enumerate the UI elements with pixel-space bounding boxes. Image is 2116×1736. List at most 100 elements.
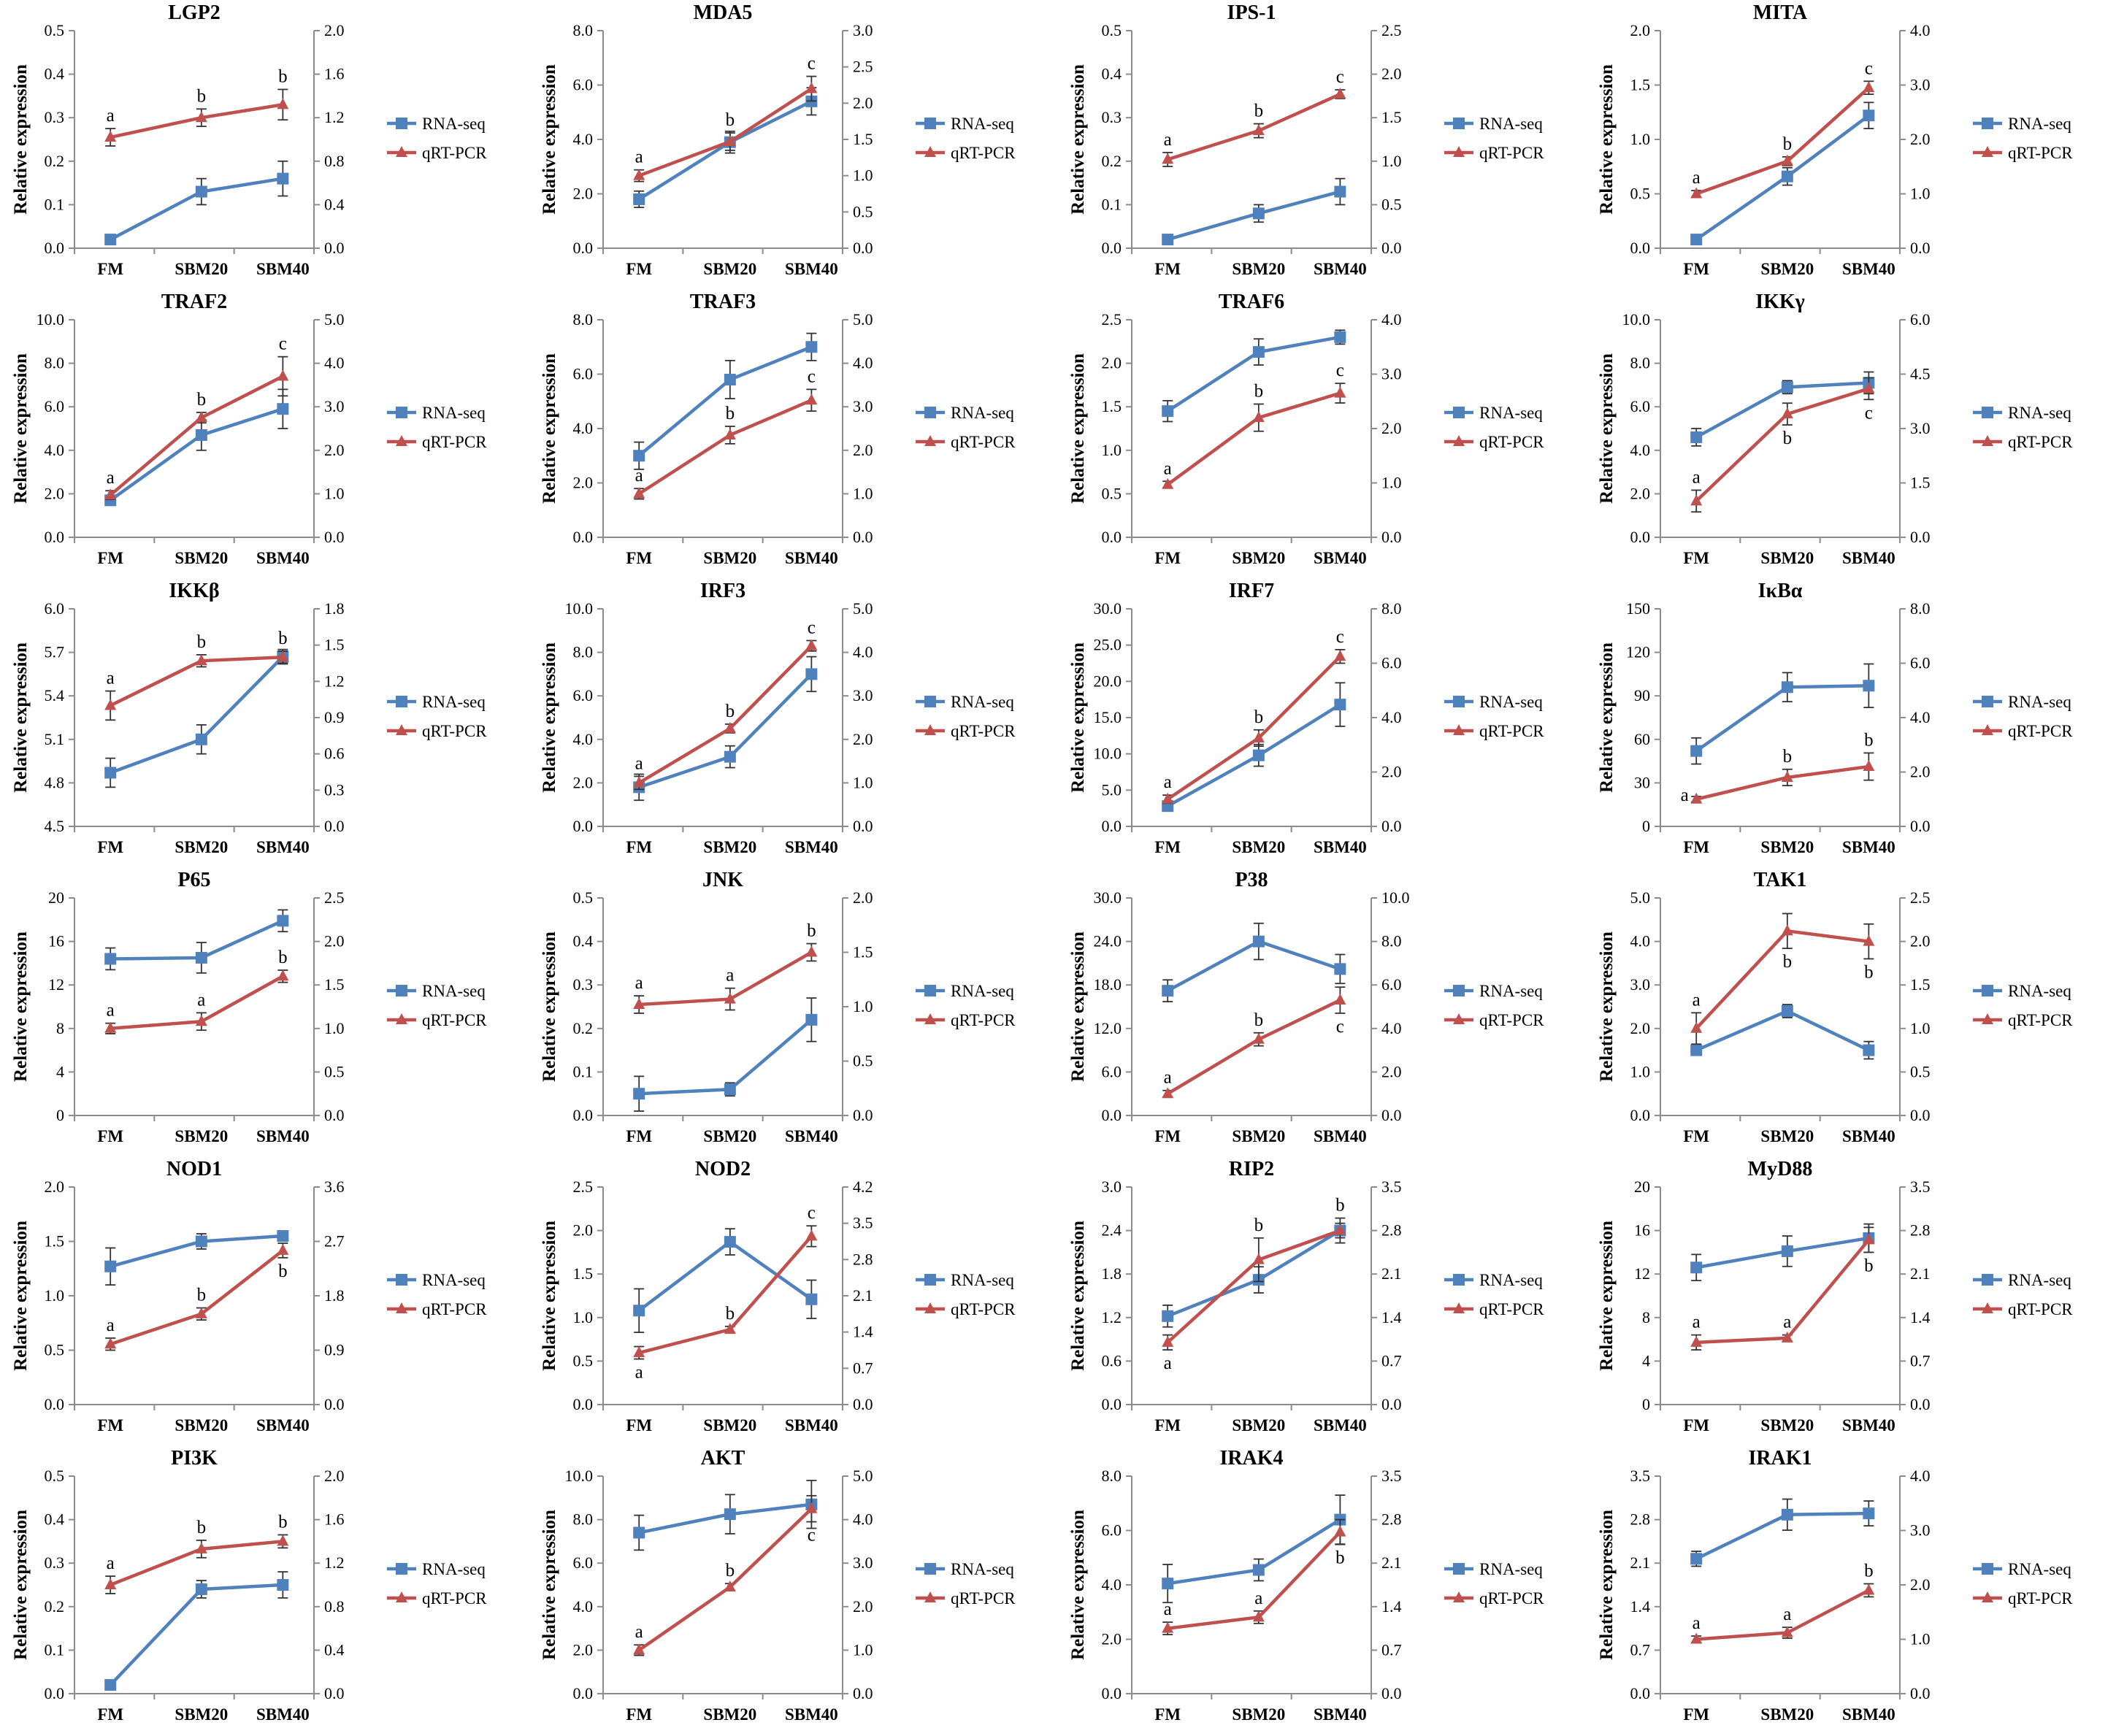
x-tick-label-SBM20: SBM20 — [1232, 1127, 1285, 1145]
significance-letter: b — [197, 1518, 207, 1537]
significance-letter: c — [1865, 403, 1873, 423]
right-tick-label: 1.0 — [1910, 1019, 1931, 1037]
legend-marker-rna — [1982, 1274, 1993, 1286]
left-tick-label: 4.0 — [573, 1597, 594, 1616]
series-qRT-PCR — [1690, 377, 1875, 513]
data-point-triangle — [724, 134, 736, 146]
x-tick-label-SBM40: SBM40 — [785, 1127, 838, 1145]
data-point-triangle — [1334, 1224, 1346, 1235]
legend-marker-rna — [924, 696, 936, 707]
significance-letter: b — [1335, 1548, 1345, 1568]
x-tick-label-SBM20: SBM20 — [1760, 838, 1814, 856]
legend-marker-qrt — [396, 724, 407, 735]
right-tick-label: 0.8 — [324, 152, 345, 170]
x-tick-label-FM: FM — [1154, 549, 1181, 567]
x-tick-label-SBM40: SBM40 — [256, 260, 310, 278]
left-tick-label: 0.3 — [45, 1553, 65, 1572]
legend-label-qrt: qRT-PCR — [1479, 1300, 1544, 1318]
left-tick-label: 0.0 — [1102, 817, 1122, 835]
legend-label-rna: RNA-seq — [2008, 693, 2071, 711]
legend-label-qrt: qRT-PCR — [1479, 433, 1544, 451]
legend-label-qrt: qRT-PCR — [422, 433, 487, 451]
left-tick-label: 6.0 — [573, 365, 594, 383]
x-tick-label-SBM20: SBM20 — [1232, 838, 1285, 856]
significance-letter: b — [1864, 1562, 1874, 1581]
left-tick-label: 4.0 — [45, 441, 65, 459]
x-tick-label-FM: FM — [1154, 1127, 1181, 1145]
x-tick-label-FM: FM — [626, 1705, 652, 1724]
left-tick-label: 0.4 — [45, 65, 65, 83]
data-point-square — [104, 1260, 117, 1272]
x-tick-label-SBM40: SBM40 — [1314, 1416, 1367, 1434]
series-qRT-PCR — [104, 969, 289, 1034]
right-tick-label: 2.0 — [853, 888, 873, 907]
data-point-triangle — [1334, 386, 1346, 398]
x-tick-label-SBM40: SBM40 — [1314, 1705, 1367, 1724]
data-point-square — [1781, 1508, 1793, 1521]
left-tick-label: 0.0 — [45, 528, 65, 546]
right-tick-label: 0.0 — [324, 239, 345, 257]
data-point-triangle — [1334, 1525, 1346, 1537]
x-tick-label-SBM40: SBM40 — [1314, 1127, 1367, 1145]
right-tick-label: 3.0 — [853, 1553, 873, 1572]
right-tick-label: 1.5 — [1381, 108, 1402, 126]
data-point-square — [1690, 1044, 1703, 1056]
legend-marker-rna — [1982, 1563, 1993, 1575]
legend-marker-qrt — [924, 724, 936, 735]
left-tick-label: 6.0 — [573, 1553, 594, 1572]
left-tick-label: 0.5 — [1102, 21, 1122, 39]
data-point-square — [1690, 1553, 1703, 1565]
series-qRT-PCR — [104, 650, 289, 721]
data-point-triangle — [633, 776, 645, 788]
legend-label-qrt: qRT-PCR — [422, 1300, 487, 1318]
right-tick-label: 2.0 — [1381, 763, 1402, 781]
left-tick-label: 1.5 — [45, 1232, 65, 1251]
chart-title: IPS-1 — [1227, 1, 1276, 24]
right-tick-label: 4.0 — [1381, 708, 1402, 726]
left-tick-label: 2.0 — [573, 773, 594, 791]
data-point-square — [104, 953, 117, 965]
significance-letter: a — [107, 1316, 115, 1335]
legend-label-qrt: qRT-PCR — [2008, 1300, 2073, 1318]
series-qRT-PCR — [1690, 1583, 1875, 1644]
left-tick-label: 15.0 — [1094, 708, 1122, 726]
data-point-square — [1690, 745, 1703, 757]
x-tick-label-SBM40: SBM40 — [256, 838, 310, 856]
significance-letter: a — [726, 966, 734, 986]
data-point-triangle — [1162, 792, 1174, 804]
data-point-square — [195, 951, 207, 964]
legend-marker-rna — [1453, 407, 1465, 418]
left-tick-label: 6.0 — [573, 76, 594, 94]
data-point-triangle — [1690, 792, 1703, 804]
data-point-triangle — [633, 1346, 645, 1358]
left-tick-label: 0.2 — [1102, 152, 1122, 170]
x-tick-label-SBM20: SBM20 — [175, 549, 228, 567]
legend-label-qrt: qRT-PCR — [951, 433, 1016, 451]
right-tick-label: 2.1 — [853, 1286, 873, 1305]
right-tick-label: 2.7 — [324, 1232, 345, 1251]
data-point-triangle — [805, 1502, 818, 1513]
left-tick-label: 20 — [48, 888, 64, 907]
left-tick-label: 5.1 — [45, 730, 65, 748]
right-tick-label: 2.0 — [853, 441, 873, 459]
legend-label-qrt: qRT-PCR — [2008, 1011, 2073, 1029]
series-line — [1695, 684, 1869, 753]
legend-marker-rna — [924, 407, 936, 418]
right-tick-label: 4.0 — [1381, 310, 1402, 329]
x-tick-label-SBM40: SBM40 — [1842, 260, 1895, 278]
legend-marker-qrt — [396, 1013, 407, 1024]
data-point-triangle — [1690, 187, 1703, 199]
right-tick-label: 0.0 — [1910, 1684, 1931, 1702]
left-tick-label: 0.2 — [45, 152, 65, 170]
chart-title: TAK1 — [1754, 869, 1807, 891]
legend-marker-qrt — [1453, 1302, 1465, 1313]
left-tick-label: 0.0 — [573, 239, 594, 257]
series-RNA-seq — [104, 909, 289, 974]
left-tick-label: 25.0 — [1094, 636, 1122, 654]
legend-label-qrt: qRT-PCR — [2008, 433, 2073, 451]
y-axis-label: Relative expression — [540, 64, 559, 215]
x-tick-label-SBM40: SBM40 — [256, 1705, 310, 1724]
left-tick-label: 20 — [1634, 1178, 1650, 1196]
significance-letter: b — [726, 110, 735, 130]
